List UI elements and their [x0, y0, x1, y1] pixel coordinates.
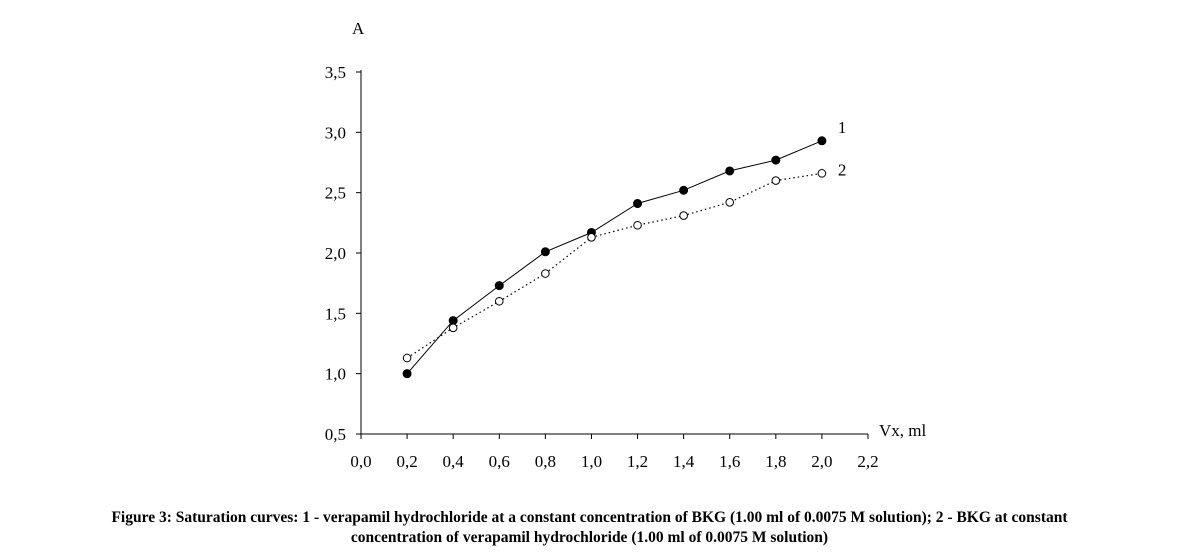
- x-tick-label: 2,0: [811, 452, 832, 471]
- y-tick-label: 1,5: [325, 304, 346, 323]
- series-1: 1: [402, 118, 847, 379]
- data-point-filled: [771, 155, 781, 165]
- data-point-filled: [448, 316, 458, 326]
- y-axis-title: A: [352, 19, 365, 38]
- series-2-line: [406, 172, 822, 359]
- x-tick-label: 1,2: [627, 452, 648, 471]
- y-tick-label: 2,5: [325, 184, 346, 203]
- data-point-open: [402, 353, 412, 363]
- data-point-open: [541, 269, 550, 278]
- x-axis-ticks: 0,0 0,2 0,4 0,6 0,8 1,0 1,2 1,4 1,6 1,8 2,0 2,2: [350, 434, 879, 471]
- data-point-open: [633, 220, 642, 230]
- data-point-filled: [402, 369, 412, 379]
- data-point-open: [771, 176, 781, 185]
- data-point-filled: [817, 136, 827, 146]
- data-point-filled: [494, 281, 504, 291]
- x-tick-label: 1,6: [719, 452, 740, 471]
- data-point-open: [494, 296, 504, 306]
- x-tick-label: 0,8: [535, 452, 556, 471]
- data-point-filled: [725, 166, 735, 176]
- x-tick-label: 0,2: [396, 452, 417, 471]
- series-1-line: [406, 140, 823, 375]
- data-point-filled: [540, 247, 550, 257]
- figure-caption: Figure 3: Saturation curves: 1 - verapam…: [20, 508, 1159, 548]
- y-axis-ticks: 0,5 1,0 1,5 2,0 2,5 3,0 3,5: [325, 63, 361, 444]
- y-tick-label: 3,0: [325, 123, 346, 142]
- x-tick-label: 0,4: [443, 452, 465, 471]
- series-2: 2: [402, 160, 847, 363]
- caption-line-1: Figure 3: Saturation curves: 1 - verapam…: [111, 509, 1068, 526]
- y-tick-label: 1,0: [325, 365, 346, 384]
- data-point-filled: [633, 199, 643, 209]
- series-layer: 12: [402, 118, 847, 379]
- caption-line-2: concentration of verapamil hydrochloride…: [350, 529, 829, 546]
- x-tick-label: 1,0: [581, 452, 602, 471]
- x-tick-label: 1,4: [673, 452, 695, 471]
- x-tick-label: 0,0: [350, 452, 371, 471]
- axes: [360, 70, 868, 435]
- saturation-chart: 0,0 0,2 0,4 0,6 0,8 1,0 1,2 1,4 1,6 1,8 2,0 2,2 0,5…: [325, 19, 927, 471]
- data-point-filled: [679, 185, 689, 195]
- y-tick-label: 0,5: [325, 425, 346, 444]
- y-tick-label: 3,5: [325, 63, 346, 82]
- data-point-open: [679, 211, 688, 220]
- data-point-open: [587, 233, 596, 242]
- x-tick-label: 2,2: [857, 452, 878, 471]
- y-tick-label: 2,0: [325, 244, 346, 263]
- series-1-label: 1: [838, 118, 847, 137]
- data-point-open: [817, 169, 827, 178]
- x-axis-title: Vx, ml: [879, 421, 927, 440]
- data-point-open: [725, 198, 735, 207]
- x-tick-label: 1,8: [765, 452, 786, 471]
- data-point-open: [448, 323, 458, 333]
- series-2-label: 2: [838, 160, 847, 179]
- x-tick-label: 0,6: [489, 452, 510, 471]
